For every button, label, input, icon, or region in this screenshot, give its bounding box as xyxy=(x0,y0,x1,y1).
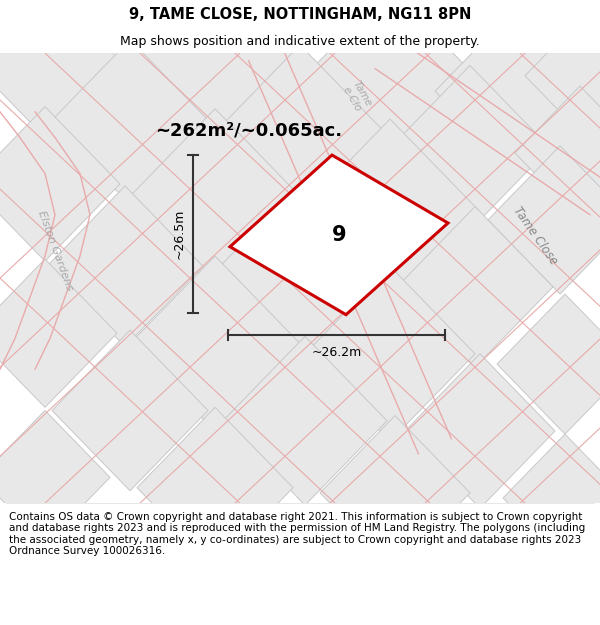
Text: Contains OS data © Crown copyright and database right 2021. This information is : Contains OS data © Crown copyright and d… xyxy=(9,512,585,556)
Polygon shape xyxy=(435,14,585,169)
Polygon shape xyxy=(503,434,600,562)
Polygon shape xyxy=(230,155,448,314)
Polygon shape xyxy=(130,0,300,148)
Polygon shape xyxy=(405,354,555,508)
Text: 9: 9 xyxy=(332,225,346,245)
Polygon shape xyxy=(130,256,300,431)
Polygon shape xyxy=(0,411,110,544)
Text: Map shows position and indicative extent of the property.: Map shows position and indicative extent… xyxy=(120,35,480,48)
Polygon shape xyxy=(0,107,120,261)
Text: Tame Close: Tame Close xyxy=(510,204,560,267)
Polygon shape xyxy=(302,119,478,300)
Polygon shape xyxy=(305,266,475,441)
Polygon shape xyxy=(0,259,117,408)
Polygon shape xyxy=(497,294,600,434)
Polygon shape xyxy=(488,146,600,294)
Text: 9, TAME CLOSE, NOTTINGHAM, NG11 8PN: 9, TAME CLOSE, NOTTINGHAM, NG11 8PN xyxy=(129,8,471,22)
Polygon shape xyxy=(515,86,600,220)
Polygon shape xyxy=(397,206,553,368)
Text: ~26.5m: ~26.5m xyxy=(173,209,186,259)
Text: Elston Gardens: Elston Gardens xyxy=(36,209,74,292)
Polygon shape xyxy=(50,40,210,204)
Polygon shape xyxy=(210,184,390,369)
Polygon shape xyxy=(320,416,470,570)
Text: ~262m²/~0.065ac.: ~262m²/~0.065ac. xyxy=(155,121,342,139)
Polygon shape xyxy=(525,19,600,132)
Text: Tame
e Clo: Tame e Clo xyxy=(341,79,373,114)
Polygon shape xyxy=(52,330,208,491)
Polygon shape xyxy=(210,45,390,230)
Polygon shape xyxy=(127,109,303,290)
Polygon shape xyxy=(305,0,475,163)
Polygon shape xyxy=(137,408,293,568)
Polygon shape xyxy=(47,186,203,347)
Text: ~26.2m: ~26.2m xyxy=(311,346,362,359)
Polygon shape xyxy=(390,66,550,230)
Polygon shape xyxy=(223,336,387,505)
Polygon shape xyxy=(0,0,120,138)
